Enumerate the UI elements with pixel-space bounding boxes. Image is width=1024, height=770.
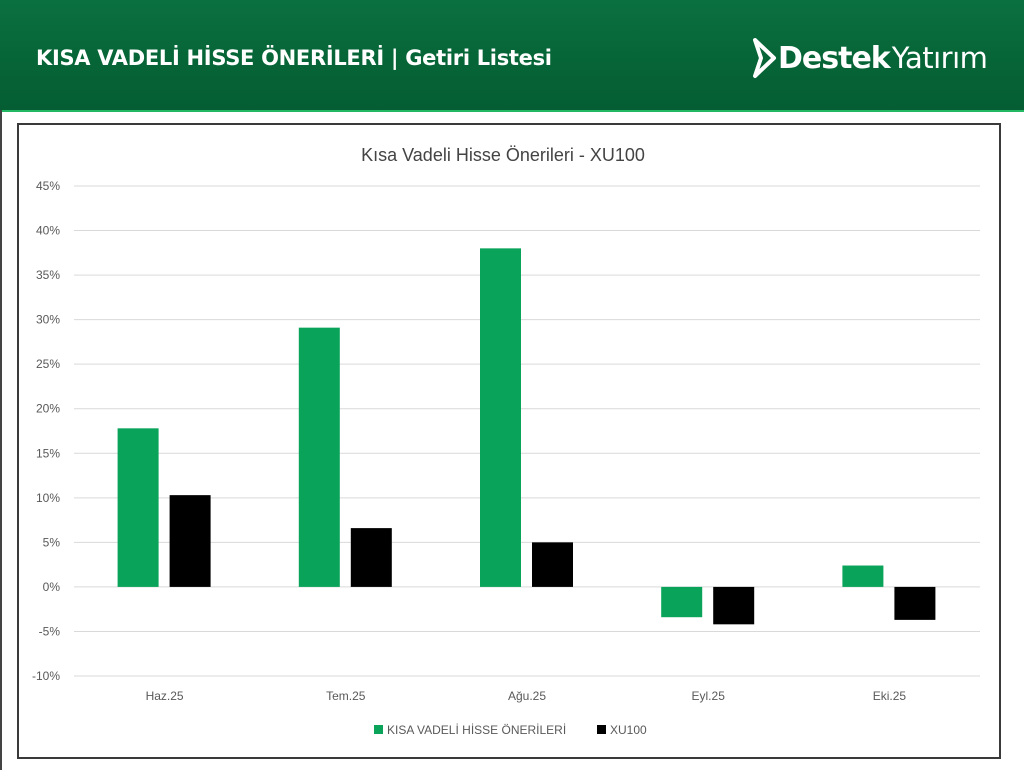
y-tick-label: 30% (36, 313, 60, 327)
y-tick-label: 40% (36, 224, 60, 238)
bar-kisa-vadeli (842, 565, 884, 587)
bar-xu100 (350, 528, 392, 587)
page-title: KISA VADELİ HİSSE ÖNERİLERİ | Getiri Lis… (36, 46, 552, 70)
y-tick-label: 5% (43, 535, 61, 549)
y-tick-label: 20% (36, 402, 60, 416)
y-tick-label: 45% (36, 179, 60, 193)
bar-xu100 (532, 542, 573, 587)
legend-label: KISA VADELİ HİSSE ÖNERİLERİ (387, 723, 566, 737)
logo-chevron-icon (753, 38, 776, 78)
y-tick-label: 10% (36, 491, 60, 505)
page-edge (0, 110, 2, 770)
legend-swatch (597, 725, 606, 734)
x-tick-label: Eki.25 (873, 689, 907, 703)
bar-xu100 (894, 586, 936, 620)
header-banner: KISA VADELİ HİSSE ÖNERİLERİ | Getiri Lis… (0, 0, 1024, 112)
legend-swatch (374, 725, 383, 734)
legend-label: XU100 (610, 723, 647, 737)
y-tick-label: 0% (43, 580, 61, 594)
bar-kisa-vadeli (661, 586, 703, 618)
y-tick-label: -10% (32, 669, 60, 683)
y-tick-label: 15% (36, 446, 60, 460)
x-tick-label: Ağu.25 (508, 689, 546, 703)
bar-xu100 (169, 495, 211, 587)
chart-title: Kısa Vadeli Hisse Önerileri - XU100 (361, 145, 645, 165)
logo-destek: Destek (778, 40, 891, 76)
y-tick-label: -5% (39, 624, 61, 638)
x-tick-label: Tem.25 (326, 689, 366, 703)
logo-yatirim: Yatırım (891, 41, 988, 75)
y-tick-label: 25% (36, 357, 60, 371)
y-tick-label: 35% (36, 268, 60, 282)
x-tick-label: Eyl.25 (692, 689, 726, 703)
destek-logo: Destek Yatırım (752, 36, 988, 80)
bar-kisa-vadeli (298, 327, 340, 587)
x-tick-label: Haz.25 (146, 689, 184, 703)
bar-kisa-vadeli (480, 248, 521, 587)
bar-xu100 (713, 586, 755, 625)
bar-kisa-vadeli (117, 428, 159, 587)
